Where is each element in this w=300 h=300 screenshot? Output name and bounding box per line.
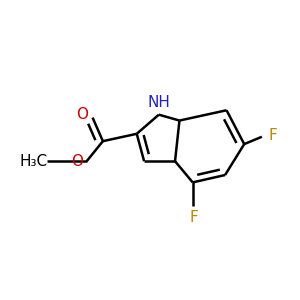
Text: O: O [71, 154, 83, 169]
Text: F: F [269, 128, 278, 143]
Text: NH: NH [148, 95, 171, 110]
Text: O: O [76, 106, 88, 122]
Text: H₃C: H₃C [20, 154, 48, 169]
Text: F: F [190, 210, 199, 225]
